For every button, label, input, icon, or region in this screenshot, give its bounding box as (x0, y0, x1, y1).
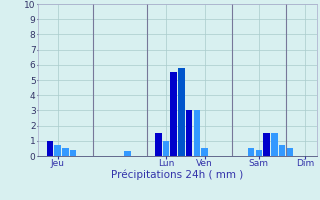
Bar (70, 150, 76, 156)
Bar (124, 151, 131, 156)
Bar (54, 145, 61, 156)
Bar (155, 133, 162, 156)
Bar (171, 72, 177, 156)
Bar (47, 141, 53, 156)
Bar (279, 145, 285, 156)
X-axis label: Précipitations 24h ( mm ): Précipitations 24h ( mm ) (111, 169, 244, 180)
Bar (201, 148, 208, 156)
Bar (62, 148, 69, 156)
Bar (163, 141, 169, 156)
Bar (186, 110, 193, 156)
Bar (255, 150, 262, 156)
Bar (248, 148, 254, 156)
Bar (194, 110, 200, 156)
Bar (263, 133, 270, 156)
Bar (271, 133, 277, 156)
Bar (178, 68, 185, 156)
Bar (286, 148, 293, 156)
